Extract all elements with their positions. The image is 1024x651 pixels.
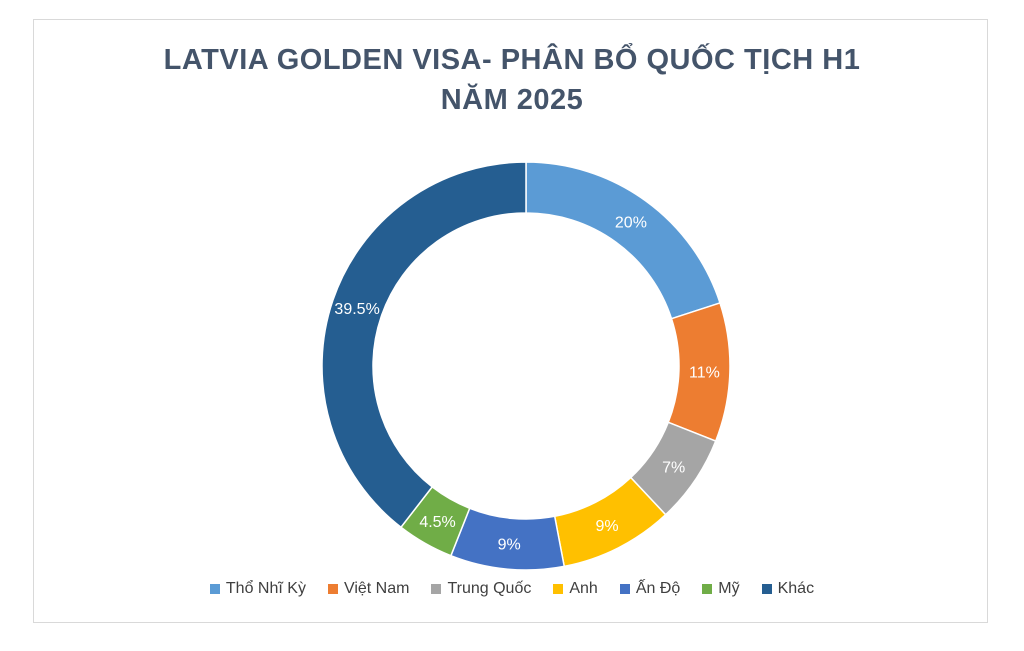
- legend-item-an-do: Ấn Độ: [619, 580, 681, 598]
- legend-item-viet-nam: Việt Nam: [327, 580, 410, 598]
- slice-khac: [321, 161, 527, 529]
- legend-label: Thổ Nhĩ Kỳ: [225, 580, 306, 597]
- legend-label: Ấn Độ: [635, 580, 681, 597]
- legend-label: Anh: [569, 580, 598, 597]
- legend-label: Mỹ: [718, 580, 740, 597]
- slice-label-an-do: 9%: [498, 537, 521, 554]
- legend-label: Khác: [777, 580, 815, 597]
- chart-title: LATVIA GOLDEN VISA- PHÂN BỔ QUỐC TỊCH H1…: [0, 40, 1024, 120]
- legend-item-anh: Anh: [553, 580, 598, 598]
- chart-legend: Thổ Nhĩ Kỳ Việt Nam Trung Quốc Anh Ấn Độ Mỹ Kh…: [0, 580, 1024, 598]
- slice-label-tho-nhi-ky: 20%: [615, 215, 647, 232]
- slice-label-khac: 39.5%: [334, 301, 379, 318]
- slice-label-trung-quoc: 7%: [662, 459, 685, 476]
- legend-swatch: [619, 584, 630, 594]
- legend-item-tho-nhi-ky: Thổ Nhĩ Kỳ: [209, 580, 306, 598]
- donut-labels: 20% 11% 7% 9% 9% 4.5% 39.5%: [334, 215, 719, 554]
- donut-slices: [321, 161, 731, 571]
- legend-label: Việt Nam: [343, 580, 410, 597]
- chart-title-line-2: NĂM 2025: [440, 84, 584, 116]
- slice-label-my: 4.5%: [419, 514, 455, 531]
- legend-swatch: [327, 584, 338, 594]
- legend-item-my: Mỹ: [702, 580, 740, 598]
- chart-title-line-1: LATVIA GOLDEN VISA- PHÂN BỔ QUỐC TỊCH H1: [163, 44, 861, 76]
- legend-item-khac: Khác: [761, 580, 815, 598]
- slice-tho-nhi-ky: [525, 161, 721, 320]
- legend-swatch: [553, 584, 564, 594]
- legend-item-trung-quoc: Trung Quốc: [431, 580, 531, 598]
- legend-label: Trung Quốc: [447, 580, 532, 597]
- legend-swatch: [431, 584, 442, 594]
- legend-swatch: [702, 584, 713, 594]
- legend-swatch: [761, 584, 772, 594]
- slice-label-anh: 9%: [595, 518, 618, 535]
- slice-label-viet-nam: 11%: [689, 365, 720, 382]
- legend-swatch: [209, 584, 220, 594]
